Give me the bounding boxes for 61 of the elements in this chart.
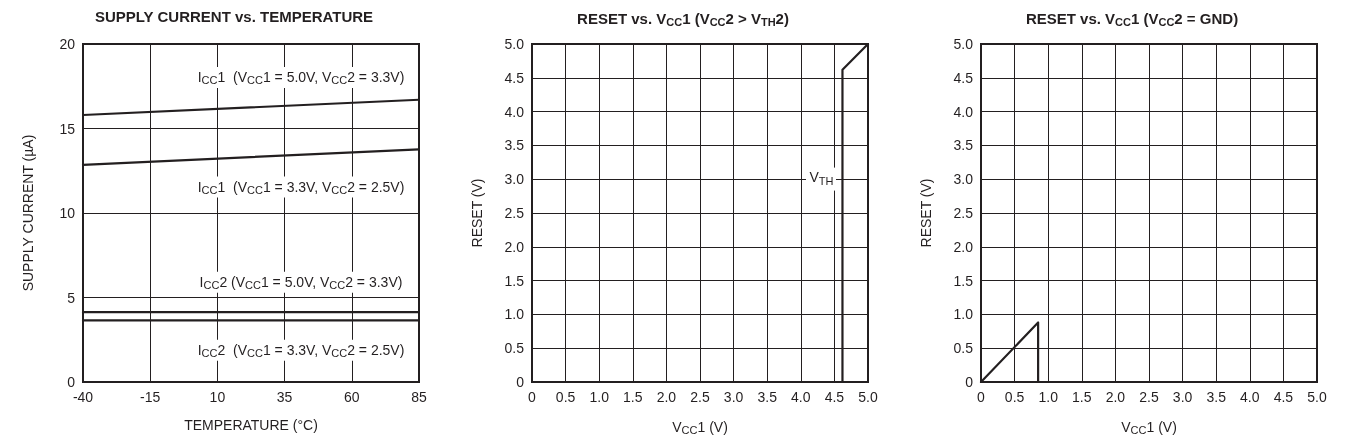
y-tick-label: 3.0: [504, 171, 525, 188]
y-tick-label: 4.5: [953, 69, 974, 86]
y-tick-label: 3.5: [504, 137, 525, 154]
y-tick-label: 20: [59, 36, 76, 52]
x-tick-label: 0.5: [1004, 389, 1025, 405]
x-tick-label: 2.5: [1139, 389, 1159, 405]
x-tick-label: 1.5: [623, 389, 643, 405]
y-tick-label: 1.5: [953, 272, 974, 289]
x-tick-label: 0: [977, 389, 986, 405]
y-tick-label: 4.0: [504, 103, 525, 120]
y-tick-label: 0.5: [953, 340, 974, 357]
x-tick-label: 35: [276, 389, 293, 405]
x-tick-label: 4.5: [1273, 389, 1294, 405]
y-tick-label: 3.0: [953, 171, 974, 188]
y-tick-label: 4.0: [953, 103, 974, 120]
x-tick-label: 2.0: [1105, 389, 1126, 405]
y-tick-label: 0: [516, 374, 525, 390]
y-tick-label: 2.0: [504, 238, 525, 255]
x-tick-label: 3.5: [1206, 389, 1227, 405]
x-tick-label: 0.5: [555, 389, 576, 405]
x-tick-label: 5.0: [858, 389, 878, 405]
y-tick-label: 1.5: [504, 272, 525, 289]
x-tick-label: 10: [209, 389, 226, 405]
x-tick-label: 3.0: [723, 389, 744, 405]
y-tick-label: 4.5: [504, 69, 525, 86]
x-tick-label: -15: [140, 389, 161, 405]
x-tick-label: 1.0: [1038, 389, 1059, 405]
x-tick-label: 1.5: [1072, 389, 1092, 405]
y-tick-label: 5.0: [504, 36, 525, 52]
x-tick-label: 4.0: [791, 389, 811, 405]
x-tick-label: 2.0: [656, 389, 677, 405]
x-tick-label: 4.5: [824, 389, 845, 405]
y-tick-label: 0: [965, 374, 974, 390]
x-axis-title: TEMPERATURE (°C): [184, 417, 318, 433]
y-tick-label: 1.0: [504, 306, 525, 323]
x-tick-label: 1.0: [589, 389, 610, 405]
x-tick-label: 3.5: [757, 389, 778, 405]
x-tick-label: 5.0: [1307, 389, 1327, 405]
y-tick-label: 2.5: [504, 205, 525, 221]
annotation: V$_{TH}$: [806, 167, 837, 191]
x-tick-label: 0: [528, 389, 537, 405]
y-tick-label: 2.0: [953, 238, 974, 255]
y-tick-label: 5: [67, 289, 76, 306]
y-tick-label: 3.5: [953, 137, 974, 154]
y-tick-label: 2.5: [953, 205, 974, 221]
y-axis-title: RESET (V): [918, 178, 934, 248]
y-tick-label: 0: [67, 374, 76, 390]
x-tick-label: -40: [72, 389, 94, 405]
x-tick-label: 2.5: [690, 389, 710, 405]
y-tick-label: 5.0: [953, 36, 974, 52]
y-tick-label: 10: [59, 205, 76, 221]
x-tick-label: 60: [344, 389, 360, 405]
x-tick-label: 3.0: [1172, 389, 1193, 405]
y-tick-label: 15: [59, 120, 76, 137]
y-axis-title: SUPPLY CURRENT (µA): [20, 134, 36, 292]
y-axis-title: RESET (V): [469, 178, 485, 248]
x-tick-label: 85: [411, 389, 427, 405]
chart-title: SUPPLY CURRENT vs. TEMPERATURE: [94, 8, 374, 25]
y-tick-label: 0.5: [504, 340, 525, 357]
x-tick-label: 4.0: [1240, 389, 1260, 405]
y-tick-label: 1.0: [953, 306, 974, 323]
